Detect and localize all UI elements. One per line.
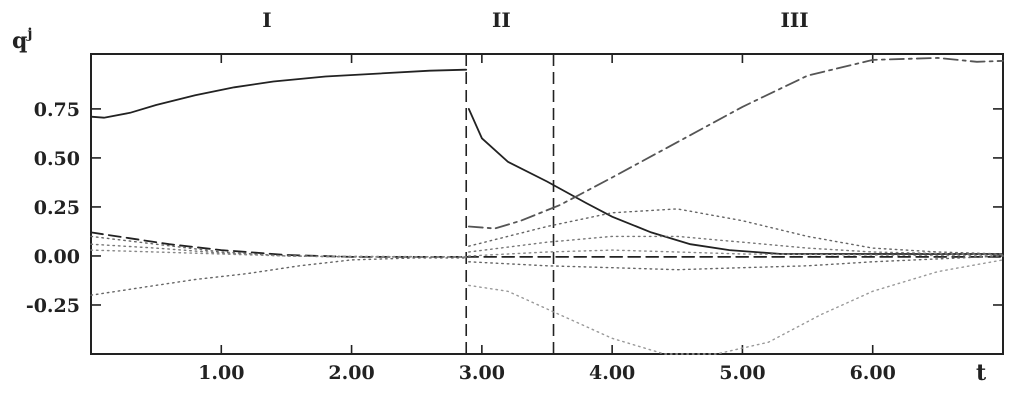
series-line-8: [468, 259, 1004, 355]
region-label: III: [781, 8, 809, 32]
y-tick-label: -0.25: [26, 295, 80, 317]
x-tick-label: 3.00: [459, 362, 505, 384]
x-tick-label: 4.00: [589, 362, 635, 384]
series-line-7: [90, 257, 467, 296]
y-tick-label: 0.75: [34, 99, 80, 121]
region-labels: I II III: [262, 8, 808, 32]
series-line-1: [90, 68, 468, 119]
y-tick-label: 0.50: [34, 148, 80, 170]
series-line-6: [468, 249, 1004, 257]
series-line-5: [90, 243, 467, 258]
series-line-6: [90, 249, 467, 258]
y-axis-label-superscript: j: [25, 26, 32, 42]
x-tick-label: 1.00: [198, 362, 244, 384]
y-tick-label: 0.00: [34, 246, 80, 268]
region-label: I: [262, 8, 271, 32]
series-line-7: [468, 255, 1004, 271]
y-axis-label: qj: [12, 26, 32, 54]
series-line-3: [467, 56, 1004, 230]
x-tick-label: 2.00: [328, 362, 374, 384]
labels: qj t: [12, 26, 987, 386]
x-tick-label: 5.00: [719, 362, 765, 384]
series-line-2: [90, 231, 468, 258]
series-group: [90, 56, 1004, 355]
series-line-4: [468, 208, 1004, 255]
x-axis-label: t: [976, 360, 987, 386]
plot-frame: [90, 53, 1004, 355]
series-line-1: [467, 108, 1004, 255]
ticks: 1.00 2.00 3.00 4.00 5.00 6.00 0.75 0.50 0.25 0.00…: [26, 54, 1003, 384]
region-label: II: [492, 8, 511, 32]
y-tick-label: 0.25: [34, 197, 80, 219]
x-tick-label: 6.00: [850, 362, 896, 384]
series-line-5: [468, 235, 1004, 256]
region-dividers: [465, 54, 555, 354]
